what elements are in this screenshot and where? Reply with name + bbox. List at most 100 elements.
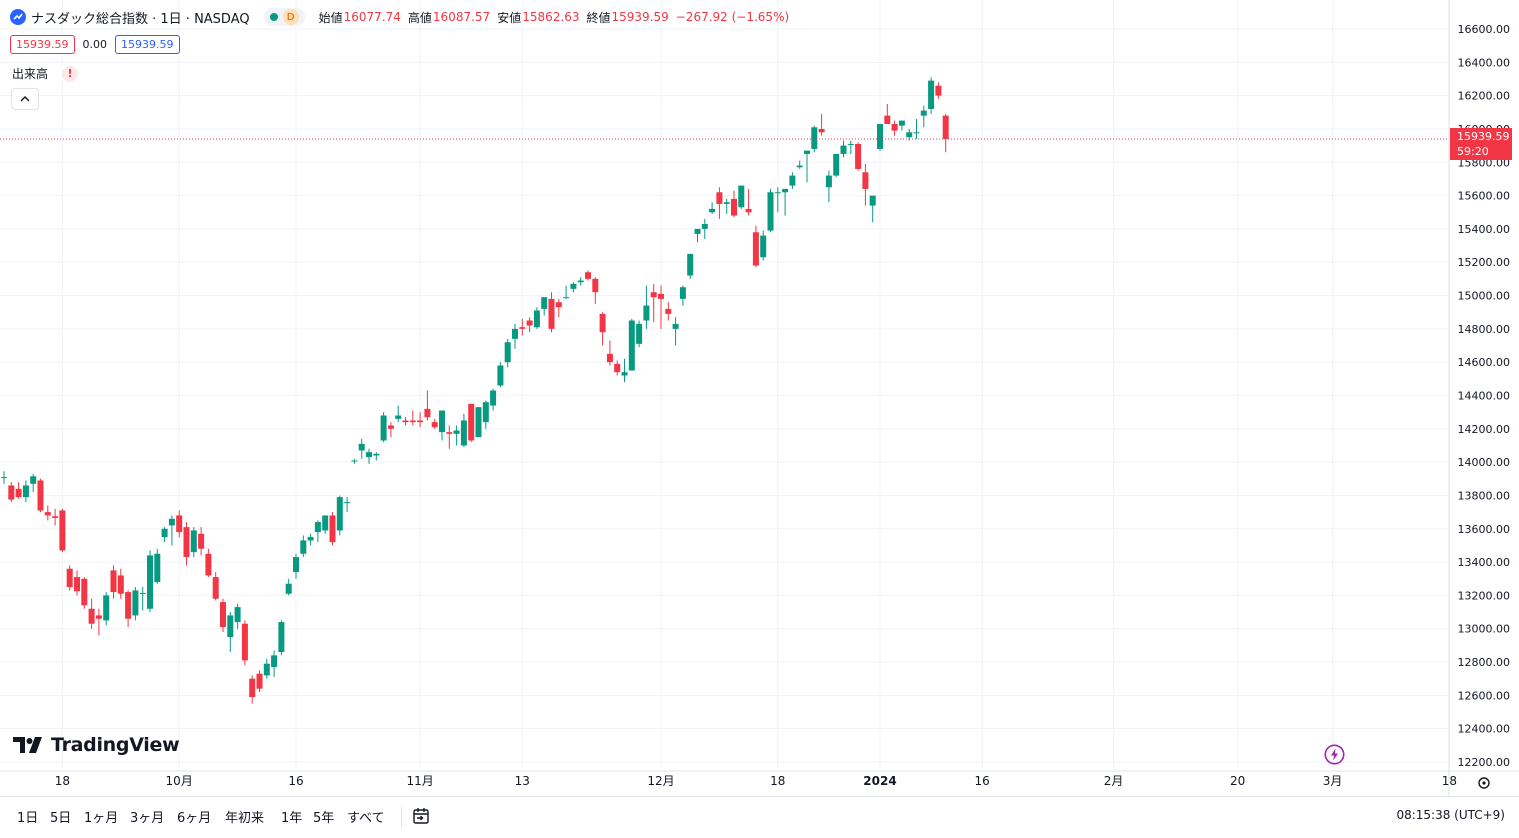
x-tick-label: 2024 <box>863 774 896 788</box>
candle-body <box>497 365 504 386</box>
candle-body <box>395 415 402 419</box>
chart-canvas[interactable]: 12200.00 12400.00 12600.00 12800.00 13000.00… <box>0 0 1519 796</box>
candle-body <box>256 673 263 689</box>
candle-body <box>913 132 920 134</box>
candle-body <box>760 235 767 258</box>
candle-body <box>935 85 942 96</box>
candle-body <box>694 228 701 234</box>
candle-body <box>731 198 737 216</box>
candle-body <box>161 528 168 538</box>
y-tick-label: 16200.00 <box>1458 90 1511 103</box>
y-tick-label: 14000.00 <box>1458 456 1511 469</box>
spread-value: 0.00 <box>82 38 108 51</box>
range-1d-button[interactable]: 1日 <box>17 811 39 826</box>
volume-label[interactable]: 出来高 <box>12 67 49 81</box>
close-value: 15939.59 <box>611 10 669 24</box>
candle-body <box>512 328 518 339</box>
tradingview-logo-text: TradingView <box>51 734 180 756</box>
candle-body <box>716 192 723 204</box>
candle-body <box>504 342 511 363</box>
open-value: 16077.74 <box>343 10 401 24</box>
toolbar-divider <box>401 807 402 827</box>
candle-body <box>44 512 51 516</box>
range-3m-button[interactable]: 3ヶ月 <box>130 811 165 826</box>
candle-body <box>183 527 190 558</box>
candle-body <box>314 522 321 533</box>
chart-legend: ナスダック総合指数 · 1日 · NASDAQ D 始値 16077.74 高値… <box>10 7 796 27</box>
candle-body <box>154 553 161 583</box>
buy-price-box[interactable]: 15939.59 <box>115 35 180 54</box>
candle-body <box>643 305 650 321</box>
candle-body <box>198 533 205 549</box>
range-all-button[interactable]: すべて <box>347 811 385 826</box>
candle-body <box>606 353 613 363</box>
candle-body <box>380 415 387 441</box>
goto-date-icon[interactable] <box>411 806 431 830</box>
symbol-title[interactable]: ナスダック総合指数 · 1日 · NASDAQ <box>31 11 250 27</box>
candle-body <box>358 443 365 451</box>
range-1m-button[interactable]: 1ヶ月 <box>84 811 119 826</box>
candle-body <box>373 453 380 456</box>
lightning-icon[interactable] <box>1324 744 1345 769</box>
market-status-badge[interactable]: D <box>263 8 305 26</box>
y-tick-label: 13800.00 <box>1458 489 1511 502</box>
sell-price-box[interactable]: 15939.59 <box>10 35 75 54</box>
candle-body <box>439 410 445 433</box>
range-5d-button[interactable]: 5日 <box>50 811 72 826</box>
candle-body <box>490 390 497 406</box>
candle-body <box>533 310 540 328</box>
range-ytd-button[interactable]: 年初来 <box>225 811 265 826</box>
candle-body <box>767 192 774 231</box>
candle-body <box>8 485 15 500</box>
y-tick-label: 13000.00 <box>1458 623 1511 636</box>
candle-body <box>701 223 708 229</box>
y-tick-label: 14200.00 <box>1458 423 1511 436</box>
candle-body <box>738 185 745 208</box>
candle-body <box>241 623 248 661</box>
candle-body <box>672 323 679 329</box>
candle-body <box>891 123 898 131</box>
candle-body <box>74 577 80 592</box>
high-value: 16087.57 <box>432 10 491 24</box>
x-tick-label: 12月 <box>647 774 674 788</box>
candle-body <box>59 510 66 551</box>
bar-countdown: 59:20 <box>1457 145 1489 158</box>
candle-body <box>293 557 299 573</box>
candle-body <box>774 192 781 194</box>
candle-body <box>752 232 759 266</box>
candle-body <box>460 420 467 446</box>
candle-body <box>862 172 869 189</box>
tradingview-logo[interactable]: TradingView <box>13 734 180 756</box>
clock-timezone[interactable]: 08:15:38 (UTC+9) <box>1396 808 1505 822</box>
candle-body <box>723 202 730 204</box>
candle-body <box>446 432 453 434</box>
range-6m-button[interactable]: 6ヶ月 <box>177 811 212 826</box>
candle-body <box>117 575 124 594</box>
range-1y-button[interactable]: 1年 <box>281 811 303 826</box>
x-tick-label: 16 <box>975 774 990 788</box>
candle-body <box>796 165 803 168</box>
candle-body <box>585 272 591 279</box>
candle-body <box>840 145 847 154</box>
tradingview-logo-icon <box>13 737 42 753</box>
x-tick-label: 2月 <box>1104 774 1124 788</box>
range-5y-button[interactable]: 5年 <box>313 811 335 826</box>
candle-body <box>811 127 818 149</box>
candle-body <box>621 372 628 376</box>
candle-body <box>592 278 599 293</box>
candle-body <box>329 515 336 543</box>
candle-body <box>249 678 256 698</box>
candle-body <box>81 578 88 606</box>
settings-gear-icon[interactable] <box>1478 777 1490 789</box>
candle-body <box>387 425 394 429</box>
warning-icon[interactable]: ! <box>62 65 79 82</box>
candle-body <box>147 555 153 609</box>
collapse-indicators-button[interactable] <box>11 88 39 110</box>
candle-body <box>205 553 212 576</box>
candle-body <box>665 308 672 314</box>
y-tick-label: 13600.00 <box>1458 523 1511 536</box>
candle-body <box>475 407 482 438</box>
symbol-logo-icon <box>10 9 26 25</box>
candle-body <box>942 115 949 139</box>
low-value: 15862.63 <box>522 10 580 24</box>
